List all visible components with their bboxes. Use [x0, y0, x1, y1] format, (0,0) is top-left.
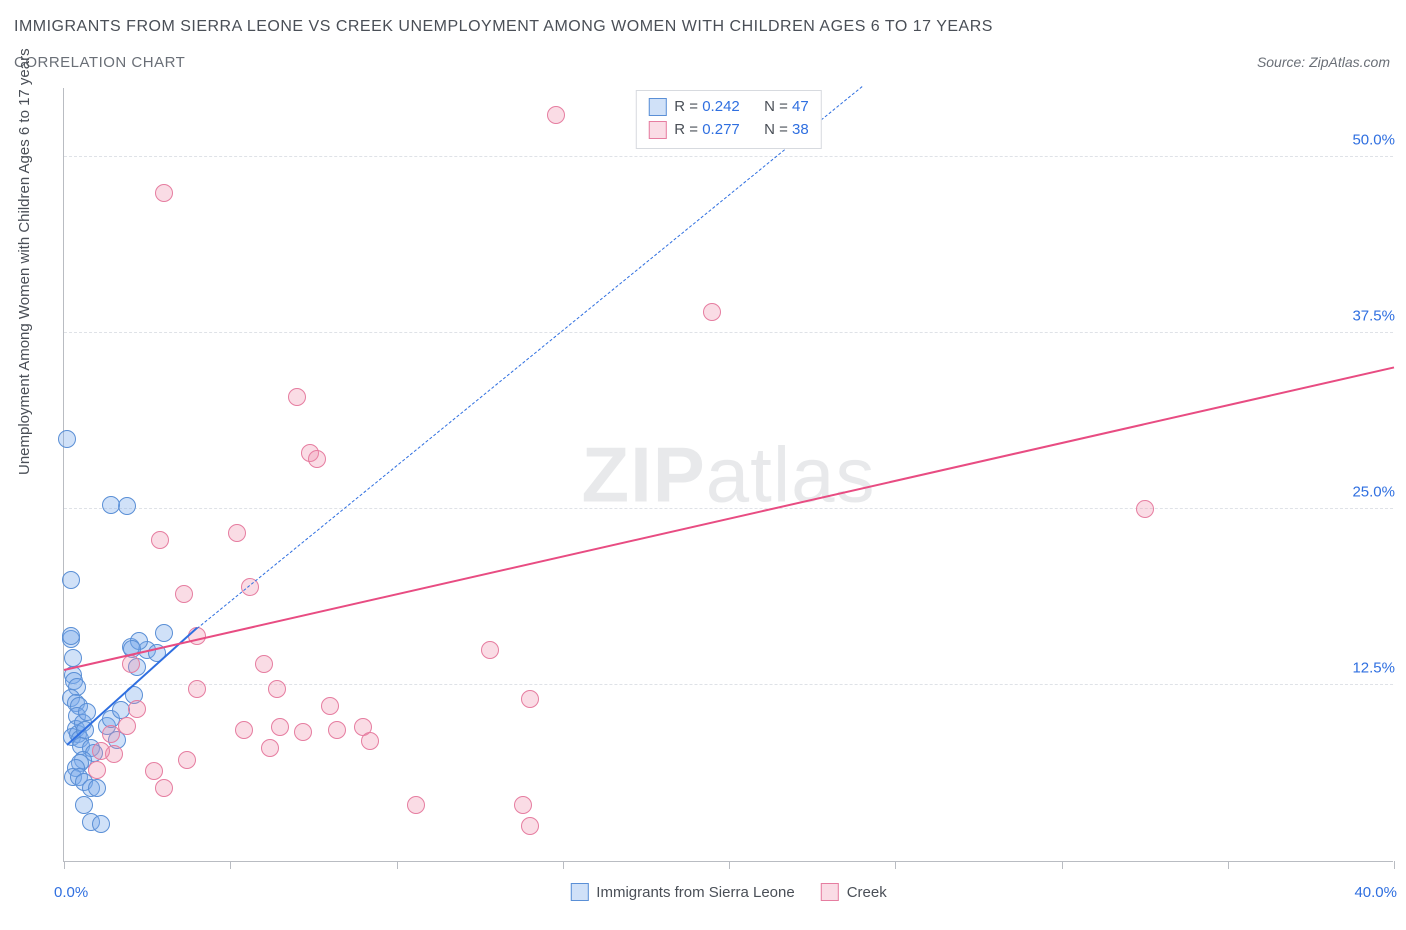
scatter-point — [321, 697, 339, 715]
stat-n-label: N = 47 — [764, 95, 809, 118]
scatter-point — [102, 725, 120, 743]
legend-swatch — [648, 121, 666, 139]
scatter-point — [122, 655, 140, 673]
y-tick-label: 37.5% — [1352, 308, 1395, 325]
scatter-point — [175, 585, 193, 603]
correlation-chart: ZIPatlas R = 0.242 N = 47R = 0.277 N = 3… — [63, 88, 1393, 862]
legend-item: Immigrants from Sierra Leone — [570, 883, 794, 901]
scatter-point — [235, 721, 253, 739]
scatter-point — [481, 641, 499, 659]
scatter-point — [288, 388, 306, 406]
chart-subtitle: CORRELATION CHART — [14, 54, 185, 71]
legend-item: Creek — [821, 883, 887, 901]
x-tick — [563, 861, 564, 869]
scatter-point — [271, 718, 289, 736]
scatter-point — [228, 524, 246, 542]
x-tick — [397, 861, 398, 869]
x-tick — [895, 861, 896, 869]
x-tick — [1228, 861, 1229, 869]
scatter-point — [88, 779, 106, 797]
trend-line — [64, 366, 1394, 671]
legend-stat-row: R = 0.242 N = 47 — [648, 95, 808, 118]
scatter-point — [155, 624, 173, 642]
gridline — [64, 156, 1393, 157]
x-tick — [1062, 861, 1063, 869]
scatter-point — [58, 430, 76, 448]
scatter-point — [407, 796, 425, 814]
chart-title: IMMIGRANTS FROM SIERRA LEONE VS CREEK UN… — [14, 18, 993, 36]
scatter-point — [308, 450, 326, 468]
x-tick — [64, 861, 65, 869]
legend-stats: R = 0.242 N = 47R = 0.277 N = 38 — [635, 90, 821, 149]
scatter-point — [118, 497, 136, 515]
stat-r-label: R = 0.242 — [674, 95, 739, 118]
scatter-point — [102, 496, 120, 514]
scatter-point — [521, 817, 539, 835]
trend-line-extrapolated — [197, 86, 863, 629]
scatter-point — [261, 739, 279, 757]
scatter-point — [361, 732, 379, 750]
scatter-point — [547, 106, 565, 124]
scatter-point — [1136, 500, 1154, 518]
scatter-point — [328, 721, 346, 739]
y-tick-label: 12.5% — [1352, 660, 1395, 677]
scatter-point — [268, 680, 286, 698]
watermark: ZIPatlas — [581, 429, 875, 520]
y-axis-label: Unemployment Among Women with Children A… — [16, 48, 33, 475]
gridline — [64, 684, 1393, 685]
scatter-point — [294, 723, 312, 741]
x-tick-label: 40.0% — [1354, 884, 1397, 901]
legend-stat-row: R = 0.277 N = 38 — [648, 118, 808, 141]
scatter-point — [62, 571, 80, 589]
legend-series: Immigrants from Sierra Leone Creek — [570, 883, 886, 901]
y-tick-label: 25.0% — [1352, 484, 1395, 501]
scatter-point — [155, 779, 173, 797]
x-tick — [1394, 861, 1395, 869]
x-tick — [230, 861, 231, 869]
scatter-point — [92, 742, 110, 760]
scatter-point — [188, 680, 206, 698]
scatter-point — [88, 761, 106, 779]
x-tick-label: 0.0% — [54, 884, 88, 901]
scatter-point — [155, 184, 173, 202]
legend-swatch — [648, 98, 666, 116]
scatter-point — [151, 531, 169, 549]
scatter-point — [128, 700, 146, 718]
legend-label: Immigrants from Sierra Leone — [596, 884, 794, 901]
x-tick — [729, 861, 730, 869]
scatter-point — [514, 796, 532, 814]
stat-n-label: N = 38 — [764, 118, 809, 141]
y-tick-label: 50.0% — [1352, 132, 1395, 149]
scatter-point — [118, 717, 136, 735]
stat-r-label: R = 0.277 — [674, 118, 739, 141]
scatter-point — [75, 796, 93, 814]
scatter-point — [255, 655, 273, 673]
legend-label: Creek — [847, 884, 887, 901]
gridline — [64, 508, 1393, 509]
scatter-point — [178, 751, 196, 769]
scatter-point — [62, 627, 80, 645]
legend-swatch — [821, 883, 839, 901]
gridline — [64, 332, 1393, 333]
source-attribution: Source: ZipAtlas.com — [1257, 54, 1390, 70]
scatter-point — [92, 815, 110, 833]
legend-swatch — [570, 883, 588, 901]
scatter-point — [521, 690, 539, 708]
scatter-point — [145, 762, 163, 780]
scatter-point — [703, 303, 721, 321]
